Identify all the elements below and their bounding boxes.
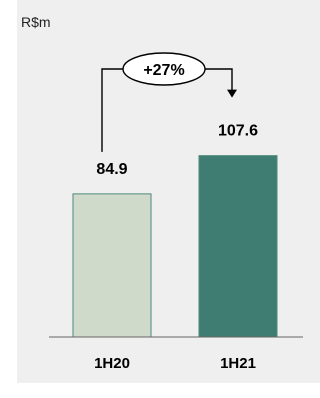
unit-label: R$m — [21, 14, 51, 30]
category-label-1h20: 1H20 — [94, 355, 130, 372]
value-label-1h21: 107.6 — [218, 123, 258, 140]
arrow-down-icon — [227, 89, 237, 98]
growth-label: +27% — [143, 62, 184, 79]
bars-group — [72, 155, 278, 338]
growth-bubble — [122, 52, 206, 86]
labels-group: 84.9 1H20 107.6 1H21 — [94, 123, 258, 372]
bar-1h20 — [72, 193, 152, 338]
bar-1h21 — [198, 155, 278, 338]
category-label-1h21: 1H21 — [220, 355, 256, 372]
value-label-1h20: 84.9 — [96, 161, 127, 178]
growth-annotation: +27% — [101, 52, 237, 152]
